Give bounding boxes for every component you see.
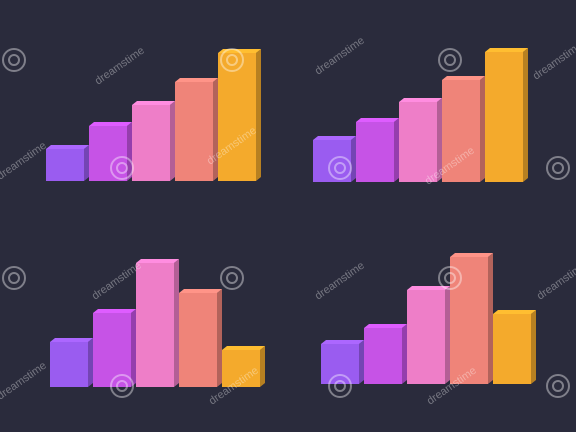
bar-side: [351, 136, 356, 182]
bar: [136, 263, 174, 387]
watermark-swirl: [552, 162, 564, 174]
bar-side: [437, 98, 442, 182]
watermark-swirl: [438, 266, 462, 290]
watermark-swirl: [8, 272, 20, 284]
watermark-swirl: [552, 380, 564, 392]
bar: [179, 293, 217, 387]
watermark-swirl: [438, 48, 462, 72]
watermark-swirl: [334, 380, 346, 392]
bar-side: [402, 324, 407, 384]
bar-top: [356, 118, 399, 122]
watermark-swirl: [110, 156, 134, 180]
bar-top: [93, 309, 136, 313]
bar: [493, 314, 531, 384]
bar-side: [170, 101, 175, 181]
bar-side: [359, 340, 364, 384]
bar-side: [127, 122, 132, 181]
bar: [222, 350, 260, 387]
bar: [313, 140, 351, 182]
bar: [132, 105, 170, 181]
bar: [321, 344, 359, 384]
bar-side: [88, 338, 93, 387]
watermark-swirl: [444, 272, 456, 284]
watermark-swirl: [328, 374, 352, 398]
bar-top: [222, 346, 265, 350]
bar-top: [179, 289, 222, 293]
bar-side: [531, 310, 536, 384]
watermark-swirl: [116, 162, 128, 174]
watermark-swirl: [328, 156, 352, 180]
bar-top: [364, 324, 407, 328]
bar-top: [46, 145, 89, 149]
bar-top: [493, 310, 536, 314]
watermark-swirl: [220, 266, 244, 290]
watermark-swirl: [226, 272, 238, 284]
bar-side: [131, 309, 136, 387]
bar-top: [450, 253, 493, 257]
watermark-swirl: [546, 156, 570, 180]
bar-side: [445, 286, 450, 384]
bar-side: [84, 145, 89, 181]
bar: [485, 52, 523, 182]
bar-top: [407, 286, 450, 290]
bar-side: [523, 48, 528, 182]
watermark-swirl: [116, 380, 128, 392]
bar-top: [313, 136, 356, 140]
bar-top: [321, 340, 364, 344]
bar-side: [260, 346, 265, 387]
watermark-swirl: [220, 48, 244, 72]
bar-side: [213, 78, 218, 181]
bar-side: [217, 289, 222, 387]
bar: [399, 102, 437, 182]
bar: [89, 126, 127, 181]
bar-top: [485, 48, 528, 52]
bar: [46, 149, 84, 181]
watermark-swirl: [444, 54, 456, 66]
watermark-swirl: [226, 54, 238, 66]
bar-side: [394, 118, 399, 182]
bar: [218, 53, 256, 181]
watermark-swirl: [110, 374, 134, 398]
watermark-swirl: [334, 162, 346, 174]
bar-top: [442, 76, 485, 80]
bar: [364, 328, 402, 384]
bar: [442, 80, 480, 182]
bar-top: [132, 101, 175, 105]
bar: [356, 122, 394, 182]
bar: [93, 313, 131, 387]
bar: [175, 82, 213, 181]
bar-top: [175, 78, 218, 82]
watermark-swirl: [8, 54, 20, 66]
bar-top: [218, 49, 261, 53]
watermark-swirl: [2, 48, 26, 72]
bar: [407, 290, 445, 384]
bar-side: [488, 253, 493, 384]
bar: [50, 342, 88, 387]
bar-top: [136, 259, 179, 263]
watermark-swirl: [546, 374, 570, 398]
bar-side: [256, 49, 261, 181]
bar-side: [480, 76, 485, 182]
watermark-swirl: [2, 266, 26, 290]
charts: [46, 48, 536, 387]
bar-top: [50, 338, 93, 342]
bar: [450, 257, 488, 384]
bar-top: [399, 98, 442, 102]
bar-top: [89, 122, 132, 126]
bar-side: [174, 259, 179, 387]
